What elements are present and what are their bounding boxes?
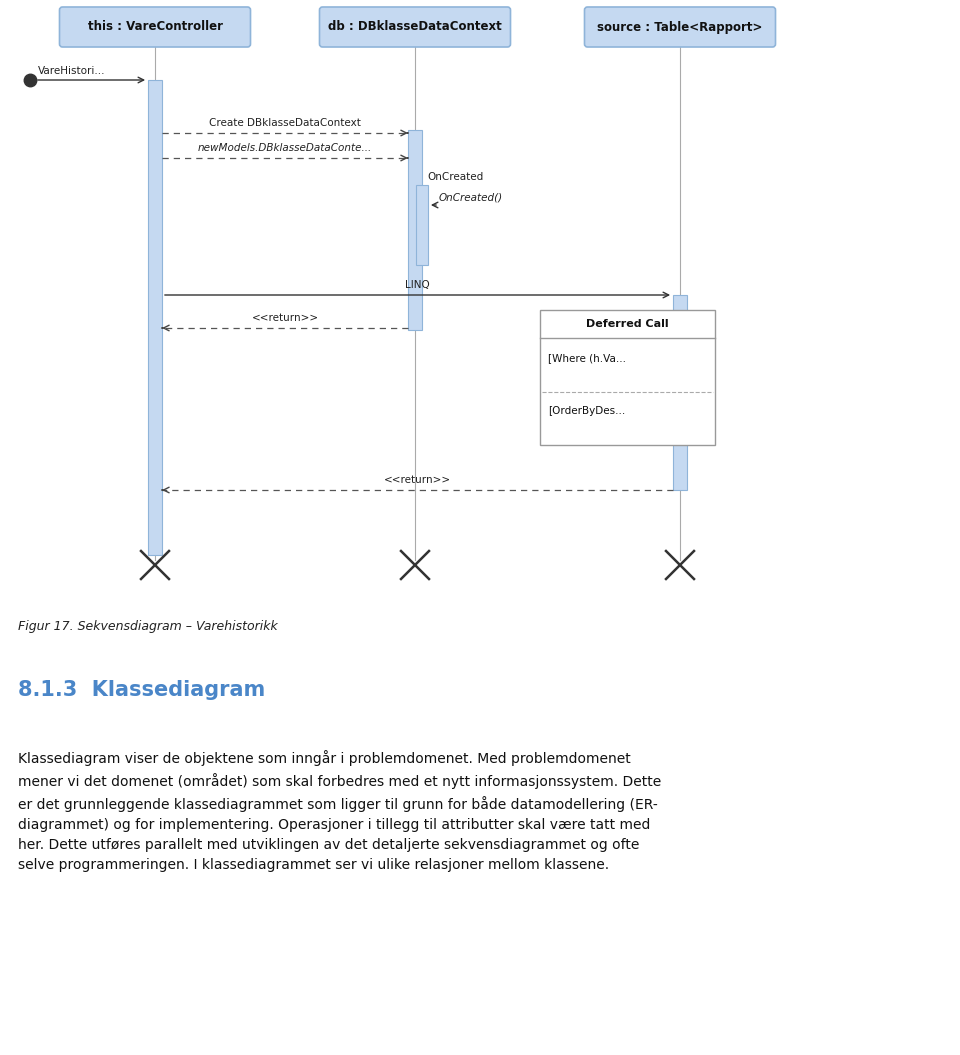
Text: OnCreated: OnCreated	[427, 172, 483, 183]
Text: Deferred Call: Deferred Call	[587, 319, 669, 329]
Text: source : Table<Rapport>: source : Table<Rapport>	[597, 20, 762, 34]
Text: newModels.DBklasseDataConte...: newModels.DBklasseDataConte...	[198, 143, 372, 153]
Text: LINQ: LINQ	[405, 280, 430, 290]
Text: VareHistori...: VareHistori...	[38, 66, 106, 76]
Text: <<return>>: <<return>>	[384, 475, 451, 485]
Text: Klassediagram viser de objektene som inngår i problemdomenet. Med problemdomenet: Klassediagram viser de objektene som inn…	[18, 750, 661, 872]
Text: [Where (h.Va...: [Where (h.Va...	[548, 353, 626, 363]
Bar	[416, 185, 428, 265]
FancyBboxPatch shape	[320, 7, 511, 47]
Bar	[540, 310, 715, 445]
Text: [OrderByDes...: [OrderByDes...	[548, 406, 625, 417]
Bar	[148, 80, 162, 555]
Bar	[408, 130, 422, 330]
Text: Figur 17. Sekvensdiagram – Varehistorikk: Figur 17. Sekvensdiagram – Varehistorikk	[18, 620, 277, 633]
FancyBboxPatch shape	[60, 7, 251, 47]
Text: this : VareController: this : VareController	[87, 20, 223, 34]
Text: OnCreated(): OnCreated()	[439, 192, 503, 202]
Text: 8.1.3  Klassediagram: 8.1.3 Klassediagram	[18, 680, 265, 701]
Text: Create DBklasseDataContext: Create DBklasseDataContext	[209, 118, 361, 128]
Bar	[673, 295, 687, 490]
Text: <<return>>: <<return>>	[252, 313, 319, 323]
FancyBboxPatch shape	[585, 7, 776, 47]
Text: db : DBklasseDataContext: db : DBklasseDataContext	[328, 20, 502, 34]
